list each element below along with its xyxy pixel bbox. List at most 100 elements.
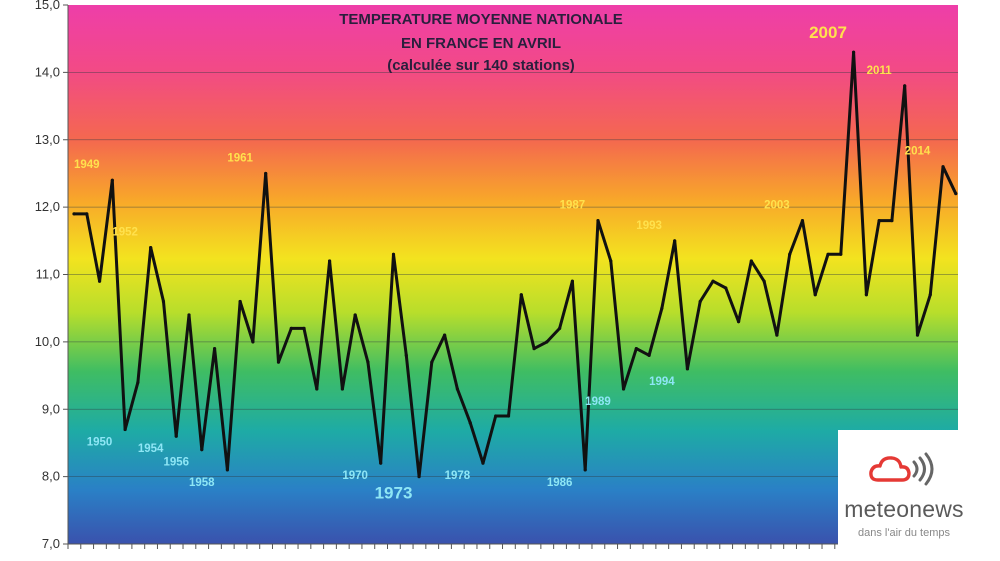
- data-point: [443, 333, 447, 337]
- data-point: [481, 461, 485, 465]
- data-point: [570, 279, 575, 283]
- year-annotation: 2011: [867, 65, 893, 77]
- data-point: [430, 360, 434, 364]
- y-tick-label: 15,0: [35, 0, 60, 12]
- year-annotation: 1956: [163, 457, 189, 469]
- data-point: [238, 299, 242, 304]
- data-point: [583, 468, 587, 472]
- year-annotation: 1986: [547, 477, 573, 489]
- data-point: [72, 212, 76, 216]
- series-line: [74, 50, 958, 479]
- data-point: [315, 387, 319, 391]
- data-point: [839, 252, 843, 256]
- data-point: [519, 293, 523, 297]
- data-point: [685, 367, 690, 371]
- data-point: [110, 178, 114, 182]
- series-layer: [72, 50, 958, 479]
- data-point: [634, 347, 638, 351]
- data-point: [340, 387, 344, 391]
- data-point: [353, 313, 357, 317]
- data-point: [903, 84, 907, 88]
- y-tick-label: 11,0: [36, 267, 60, 282]
- cloud-sound-waves-icon: [869, 452, 934, 486]
- year-annotation: 1958: [189, 477, 215, 489]
- chart-title-line-1: TEMPERATURE MOYENNE NATIONALE: [339, 11, 623, 28]
- chart-title-line-2: EN FRANCE EN AVRIL: [401, 35, 561, 52]
- data-point: [149, 245, 153, 250]
- data-point: [276, 360, 281, 364]
- year-annotation: 2003: [764, 200, 790, 212]
- year-annotation: 1954: [138, 443, 164, 455]
- year-annotation: 1993: [636, 220, 662, 232]
- data-point: [647, 353, 651, 357]
- y-tick-label: 9,0: [42, 401, 60, 416]
- year-annotation: 1973: [375, 484, 413, 503]
- data-point: [506, 414, 511, 418]
- data-point: [813, 293, 817, 297]
- data-point: [941, 165, 945, 169]
- logo-name: meteonews: [844, 496, 964, 522]
- x-axis-ticks: [67, 544, 836, 549]
- y-tick-label: 10,0: [35, 334, 60, 349]
- year-annotation: 1961: [227, 152, 253, 164]
- data-point: [558, 326, 562, 330]
- data-point: [711, 279, 715, 283]
- data-point: [788, 252, 792, 256]
- chart-title-line-3: (calculée sur 140 stations): [387, 57, 575, 74]
- data-point: [749, 259, 753, 263]
- data-point: [877, 219, 881, 223]
- data-point: [251, 340, 255, 344]
- year-annotation: 1970: [342, 470, 368, 482]
- logo-tagline: dans l'air du temps: [858, 527, 950, 539]
- data-point: [455, 387, 459, 391]
- data-point: [660, 306, 664, 310]
- data-point: [302, 326, 306, 330]
- data-point: [391, 252, 396, 256]
- data-point: [494, 414, 498, 418]
- data-point: [97, 279, 102, 283]
- data-point: [596, 219, 600, 223]
- data-point: [379, 461, 383, 465]
- y-tick-label: 13,0: [35, 132, 60, 147]
- data-point: [212, 347, 217, 351]
- data-point: [417, 475, 421, 479]
- data-point: [328, 259, 332, 263]
- gridlines: [68, 71, 958, 478]
- year-annotation: 1987: [560, 200, 586, 212]
- data-point: [174, 434, 178, 438]
- data-point: [200, 448, 204, 452]
- year-annotation: 2014: [905, 146, 931, 158]
- data-point: [532, 347, 536, 351]
- y-tick-label: 12,0: [35, 199, 60, 214]
- data-point: [915, 333, 920, 337]
- year-annotation: 1950: [87, 436, 113, 448]
- data-point: [762, 279, 766, 283]
- data-point: [698, 299, 702, 304]
- data-point: [826, 252, 830, 256]
- y-axis-ticks: 7,0 8,0 9,0 10,0 11,0 12,0 13,0 14,0 15,0: [35, 0, 68, 551]
- y-tick-label: 14,0: [35, 64, 60, 79]
- year-annotation: 1978: [445, 470, 471, 482]
- data-point: [954, 192, 958, 196]
- chart-title: TEMPERATURE MOYENNE NATIONALE EN FRANCE …: [339, 11, 623, 74]
- data-point: [724, 286, 728, 290]
- data-point: [264, 171, 268, 176]
- year-annotation: 1994: [649, 376, 675, 388]
- data-point: [775, 333, 779, 337]
- data-point: [404, 353, 408, 357]
- meteonews-logo: meteonews dans l'air du temps: [838, 430, 970, 548]
- y-tick-label: 7,0: [42, 536, 60, 551]
- data-point: [621, 387, 626, 391]
- data-point: [800, 219, 805, 223]
- data-point: [187, 313, 191, 317]
- data-point: [468, 421, 472, 425]
- y-tick-label: 8,0: [42, 469, 60, 484]
- data-point: [366, 360, 370, 364]
- data-point: [289, 326, 293, 330]
- year-annotation: 1949: [74, 159, 100, 171]
- data-point: [161, 299, 166, 304]
- data-point: [85, 212, 89, 216]
- year-annotation: 1989: [585, 396, 611, 408]
